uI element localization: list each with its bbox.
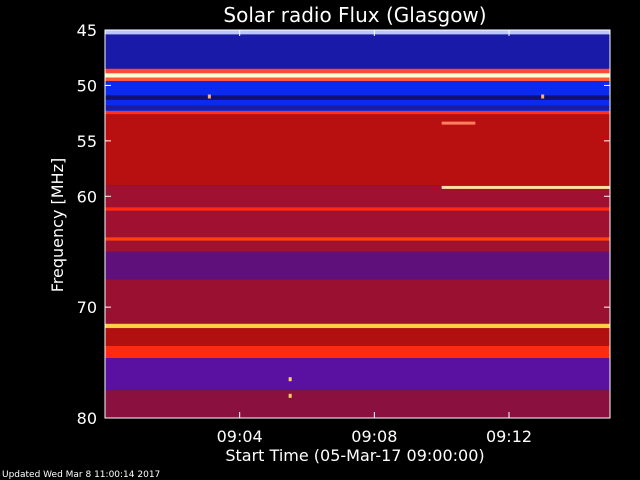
y-tick-label: 80 [77,409,97,428]
spectrum-band [105,323,610,329]
y-axis-label: Frequency [MHz] [48,158,67,292]
spectrum-band [105,105,610,110]
plot-frame [104,29,611,419]
y-tick-label: 55 [77,132,97,151]
emission-segment [441,185,610,189]
x-tick-label: 09:08 [351,427,397,446]
y-tick-label: 70 [77,298,97,317]
spectrum-band [105,77,610,81]
spectrum-band [105,30,610,35]
y-tick-label: 60 [77,187,97,206]
spectrum-band [105,110,610,115]
y-tick-label: 50 [77,76,97,95]
spectrum-band [105,114,610,186]
spectrum-band [105,279,610,324]
emission-dot [288,393,292,398]
spectrum-band [105,207,610,211]
spectrum-band [105,328,610,346]
spectrum-band [105,237,610,241]
spectrum-band [105,251,610,280]
spectrum-band [105,95,610,100]
spectrum-band [105,68,610,74]
y-axis-ticks: 45 50 55 60 70 80 [77,21,610,428]
plot-area [104,29,611,419]
spectrum-band [105,358,610,391]
spectrum-band [105,345,610,359]
emission-segment [441,121,476,125]
x-tick-label: 09:12 [486,427,532,446]
x-axis-label: Start Time (05-Mar-17 09:00:00) [225,446,484,465]
emission-dot [541,94,545,99]
emission-dot [207,94,211,99]
x-tick-label: 09:04 [217,427,263,446]
spectrum-band [105,34,610,69]
spectrum-band [105,390,610,418]
spectrum-band [105,73,610,78]
emission-dot [288,377,292,382]
y-tick-label: 45 [77,21,97,40]
chart-title: Solar radio Flux (Glasgow) [223,3,486,27]
spectrum-band [105,185,610,252]
x-axis-ticks: 09:04 09:08 09:12 [217,30,532,446]
updated-timestamp: Updated Wed Mar 8 11:00:14 2017 [2,470,161,480]
